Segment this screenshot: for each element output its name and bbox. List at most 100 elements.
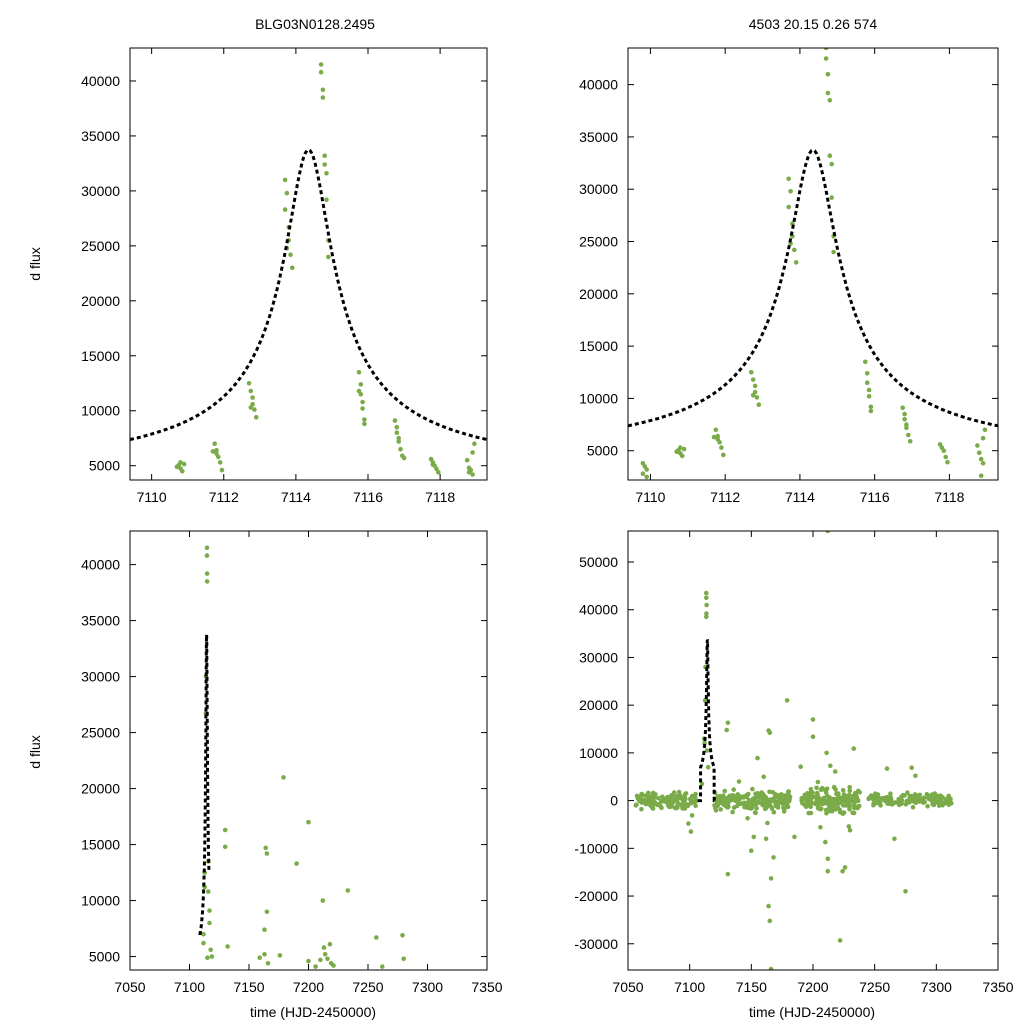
data-point <box>682 792 688 797</box>
data-point <box>470 450 475 455</box>
data-point <box>313 964 318 969</box>
x-tick-label: 7350 <box>982 979 1013 995</box>
y-tick-label: 0 <box>610 793 618 809</box>
data-point <box>827 153 833 158</box>
data-point <box>646 798 652 803</box>
data-point <box>718 807 723 812</box>
data-point <box>837 938 843 943</box>
data-point <box>704 590 709 596</box>
y-tick-label: 10000 <box>81 403 120 419</box>
data-point <box>742 804 747 810</box>
data-point <box>284 190 290 196</box>
data-point <box>821 797 826 802</box>
data-point <box>752 796 758 802</box>
data-point <box>864 380 870 386</box>
data-point <box>248 405 254 410</box>
data-point <box>846 824 852 829</box>
plot-frame <box>129 530 488 971</box>
data-points <box>174 62 477 477</box>
data-point <box>320 898 326 903</box>
data-point <box>730 793 736 798</box>
data-point <box>394 424 400 430</box>
data-point <box>868 793 874 798</box>
y-tick-label: 25000 <box>81 238 120 254</box>
data-point <box>692 798 697 804</box>
data-point <box>726 795 731 800</box>
data-point <box>704 595 709 601</box>
y-axis-label: d flux <box>27 247 43 280</box>
data-point <box>401 956 407 962</box>
data-point <box>322 162 328 167</box>
data-point <box>201 940 206 946</box>
data-point <box>679 453 685 459</box>
data-point <box>827 98 833 103</box>
y-tick-label: 5000 <box>89 458 120 474</box>
data-point <box>771 809 777 815</box>
data-point <box>713 808 719 813</box>
data-point <box>832 769 838 774</box>
y-tick-label: 50000 <box>579 554 618 570</box>
x-tick-label: 7150 <box>736 979 767 995</box>
panel-bottom-right: time (HJD-2450000) 7050 7100 7150 7200 7250 7… <box>574 530 1014 1020</box>
data-point <box>749 848 754 853</box>
data-point <box>771 855 776 860</box>
data-point <box>912 792 918 797</box>
data-point <box>282 207 288 212</box>
data-point <box>724 727 729 733</box>
data-point <box>739 795 745 800</box>
data-point <box>262 952 267 957</box>
data-point <box>264 909 270 915</box>
data-point <box>731 787 736 792</box>
data-point <box>872 798 877 803</box>
data-point <box>766 903 771 909</box>
data-point <box>892 836 897 842</box>
y-tick-label: 40000 <box>579 602 618 618</box>
data-point <box>670 799 675 805</box>
y-tick-label: 30000 <box>81 183 120 199</box>
data-point <box>866 394 872 399</box>
data-point <box>730 809 735 815</box>
data-point <box>910 805 916 810</box>
data-points <box>640 48 988 480</box>
data-point <box>768 966 774 970</box>
data-point <box>851 746 856 751</box>
data-point <box>764 804 769 810</box>
model-curve <box>628 148 998 428</box>
x-tick-label: 7300 <box>921 979 952 995</box>
data-point <box>400 933 405 938</box>
y-tick-label: -10000 <box>574 840 618 856</box>
data-point <box>704 748 710 753</box>
plot-frame <box>627 530 999 971</box>
data-point <box>832 801 838 806</box>
data-points <box>633 531 954 970</box>
data-point <box>842 865 848 870</box>
data-point <box>660 798 665 803</box>
data-point <box>702 698 708 703</box>
data-point <box>899 794 904 799</box>
data-point <box>750 393 756 398</box>
data-point <box>814 785 819 791</box>
y-tick-label: -20000 <box>574 888 618 904</box>
data-point <box>868 408 874 414</box>
data-point <box>913 773 918 779</box>
y-tick-label: 20000 <box>579 286 618 302</box>
model-curve <box>198 634 211 936</box>
data-point <box>784 698 790 703</box>
data-point <box>841 810 847 816</box>
data-point <box>358 382 364 387</box>
data-point <box>824 750 829 756</box>
data-point <box>798 764 803 769</box>
data-point <box>808 810 814 816</box>
data-point <box>392 418 398 423</box>
data-point <box>816 806 821 811</box>
data-point <box>765 799 770 805</box>
data-point <box>250 395 255 400</box>
data-point <box>725 800 731 806</box>
data-point <box>977 450 982 456</box>
data-point <box>823 790 829 795</box>
plot-frame <box>627 47 999 481</box>
data-point <box>650 805 655 811</box>
data-point <box>938 802 943 808</box>
data-point <box>327 941 333 947</box>
data-point <box>945 459 950 465</box>
